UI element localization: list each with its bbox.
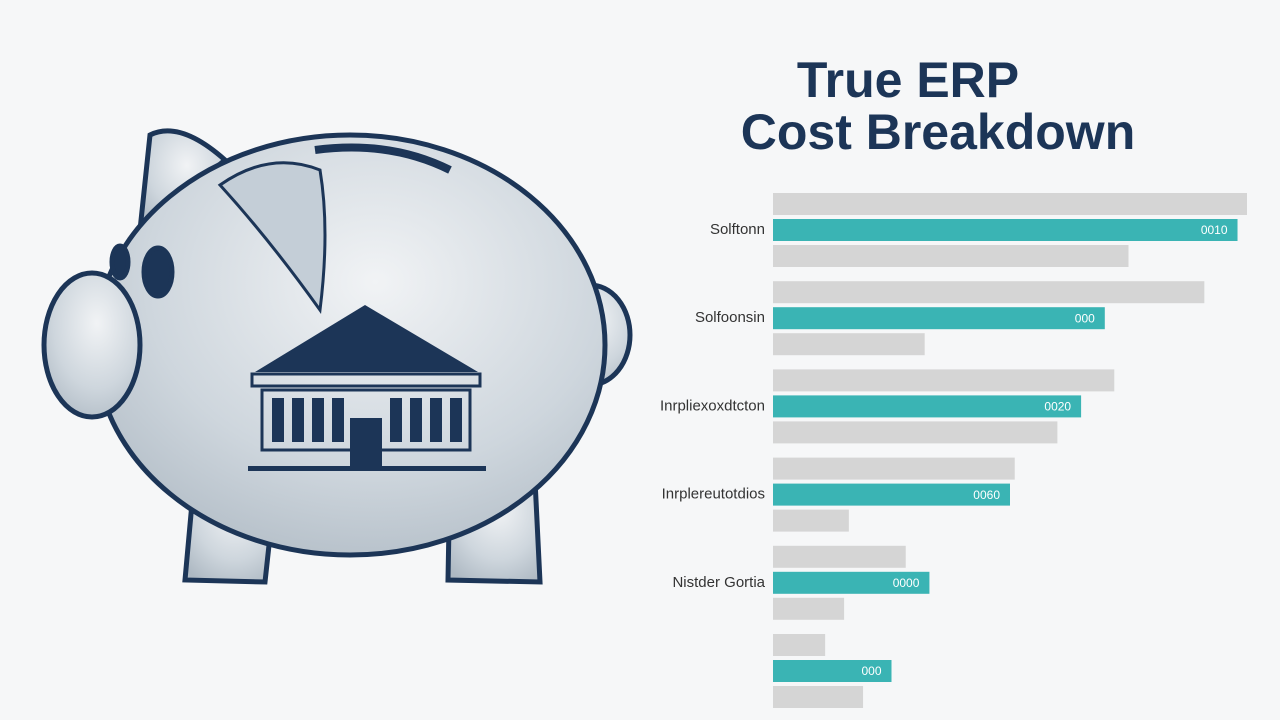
bar: [773, 333, 925, 356]
bar: [773, 281, 1205, 304]
bar: [773, 245, 1129, 267]
bar: [773, 483, 1010, 506]
bank-icon: [248, 305, 486, 471]
bar-annotation: 0060: [973, 488, 1000, 502]
bar-annotation: 0020: [1044, 400, 1071, 414]
bar: [773, 457, 1015, 480]
bar-annotation: 000: [1075, 311, 1095, 325]
column: [332, 398, 344, 442]
category-label: Solfoonsin: [695, 309, 765, 326]
chart-title: Cost Breakdown: [741, 104, 1136, 160]
bar: [773, 395, 1082, 418]
beam: [250, 372, 482, 388]
column: [430, 398, 442, 442]
category-label: Solftonn: [710, 221, 765, 238]
door: [350, 418, 382, 470]
bar: [773, 193, 1247, 215]
bar: [773, 509, 849, 532]
category-label: Inrpliexoxdtcton: [660, 397, 765, 414]
bar: [773, 307, 1105, 330]
column: [410, 398, 422, 442]
bar: [773, 660, 892, 682]
bar: [773, 634, 826, 656]
bar: [773, 686, 864, 708]
column: [390, 398, 402, 442]
category-label: Inrplereutotdios: [662, 486, 765, 503]
bar: [773, 219, 1238, 241]
nostril: [109, 243, 131, 281]
base: [248, 466, 486, 471]
bar-annotation: 0000: [893, 576, 920, 590]
chart-title: True ERP: [797, 52, 1019, 108]
bar: [773, 369, 1115, 392]
column: [312, 398, 324, 442]
bar: [773, 421, 1058, 444]
bar-annotation: 000: [861, 664, 881, 678]
bar-annotation: 0010: [1201, 223, 1228, 237]
column: [272, 398, 284, 442]
bar: [773, 597, 845, 620]
snout: [41, 270, 143, 420]
ear-inner: [217, 161, 327, 314]
bar: [773, 545, 906, 568]
column: [450, 398, 462, 442]
coin-slot: [314, 143, 452, 174]
category-label: Nistder Gortia: [672, 574, 765, 591]
roof: [255, 305, 478, 372]
bar: [773, 571, 930, 594]
column: [292, 398, 304, 442]
eye: [141, 245, 175, 299]
